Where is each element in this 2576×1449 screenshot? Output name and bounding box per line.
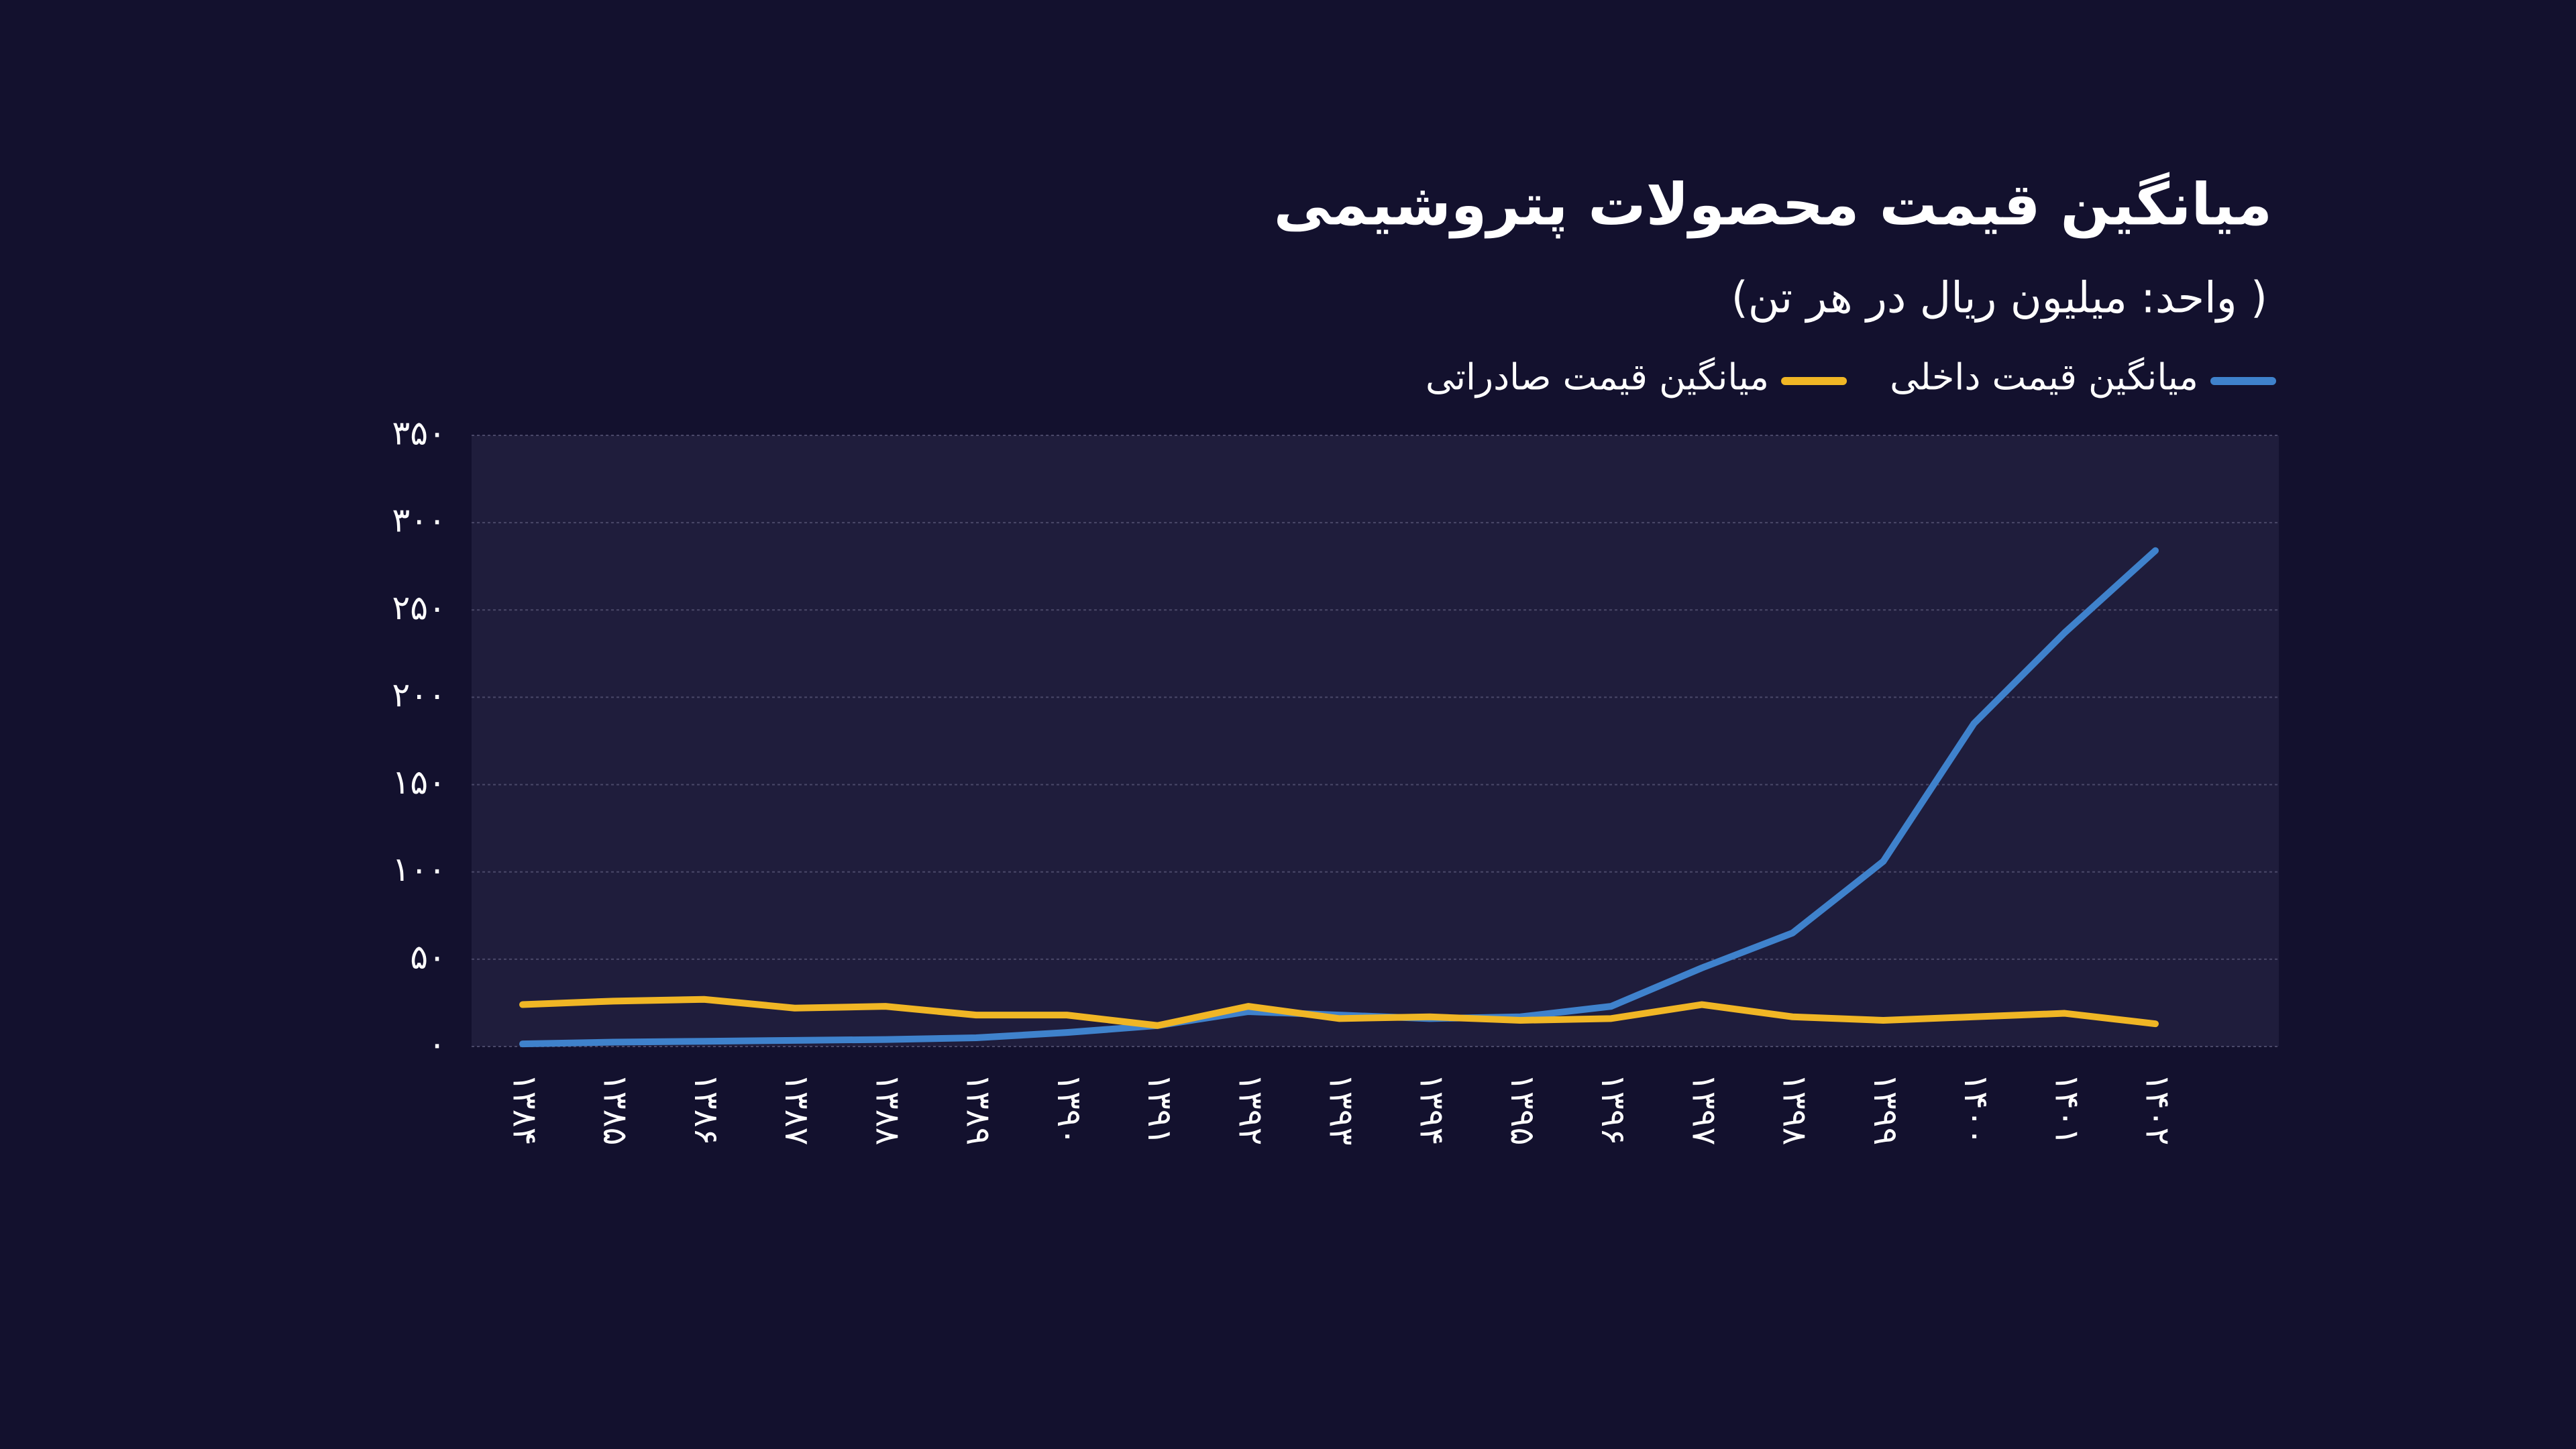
data-line: [519, 996, 2159, 1029]
chart-title: میانگین قیمت محصولات پتروشیمی: [1274, 171, 2272, 238]
x-tick-label: ۱۳۹۸: [1776, 1073, 1815, 1145]
x-tick-label: ۱۳۸۷: [777, 1073, 816, 1145]
x-tick-label: ۱۳۹۶: [1594, 1073, 1633, 1145]
x-tick-label: ۱۳۹۵: [1503, 1073, 1542, 1145]
x-tick-label: ۱۳۸۵: [596, 1073, 635, 1145]
y-tick-label: ۲۰۰: [392, 676, 446, 714]
x-tick-label: ۱۳۸۴: [506, 1073, 545, 1145]
x-tick-label: ۱۳۹۱: [1140, 1073, 1179, 1145]
legend-label: میانگین قیمت داخلی: [1890, 356, 2198, 398]
x-tick-label: ۱۳۸۸: [868, 1073, 907, 1145]
x-tick-label: ۱۴۰۰: [1957, 1073, 1996, 1145]
x-tick-label: ۱۳۸۹: [959, 1073, 998, 1145]
x-tick-label: ۱۳۹۹: [1866, 1073, 1905, 1145]
y-tick-label: ۱۵۰: [392, 763, 446, 802]
x-tick-label: ۱۳۹۲: [1231, 1073, 1270, 1145]
y-tick-label: ۱۰۰: [392, 850, 446, 889]
x-tick-label: ۱۴۰۲: [2139, 1073, 2178, 1145]
x-tick-label: ۱۴۰۱: [2047, 1073, 2086, 1145]
plot-area: [472, 435, 2279, 1046]
x-tick-label: ۱۳۹۳: [1322, 1073, 1361, 1145]
y-tick-label: ۵۰: [410, 937, 446, 976]
legend-label: میانگین قیمت صادراتی: [1426, 356, 1769, 398]
data-line: [519, 547, 2159, 1048]
chart-subtitle: ( واحد: میلیون ریال در هر تن): [1731, 274, 2267, 323]
y-tick-label: ۰: [428, 1025, 446, 1064]
x-tick-label: ۱۳۸۶: [687, 1073, 726, 1145]
y-tick-label: ۲۵۰: [392, 588, 446, 627]
x-tick-label: ۱۳۹۴: [1413, 1073, 1452, 1145]
y-tick-label: ۳۵۰: [392, 414, 446, 453]
x-tick-label: ۱۳۹۷: [1684, 1073, 1723, 1145]
x-tick-label: ۱۳۹۰: [1050, 1073, 1089, 1145]
y-tick-label: ۳۰۰: [392, 501, 446, 540]
